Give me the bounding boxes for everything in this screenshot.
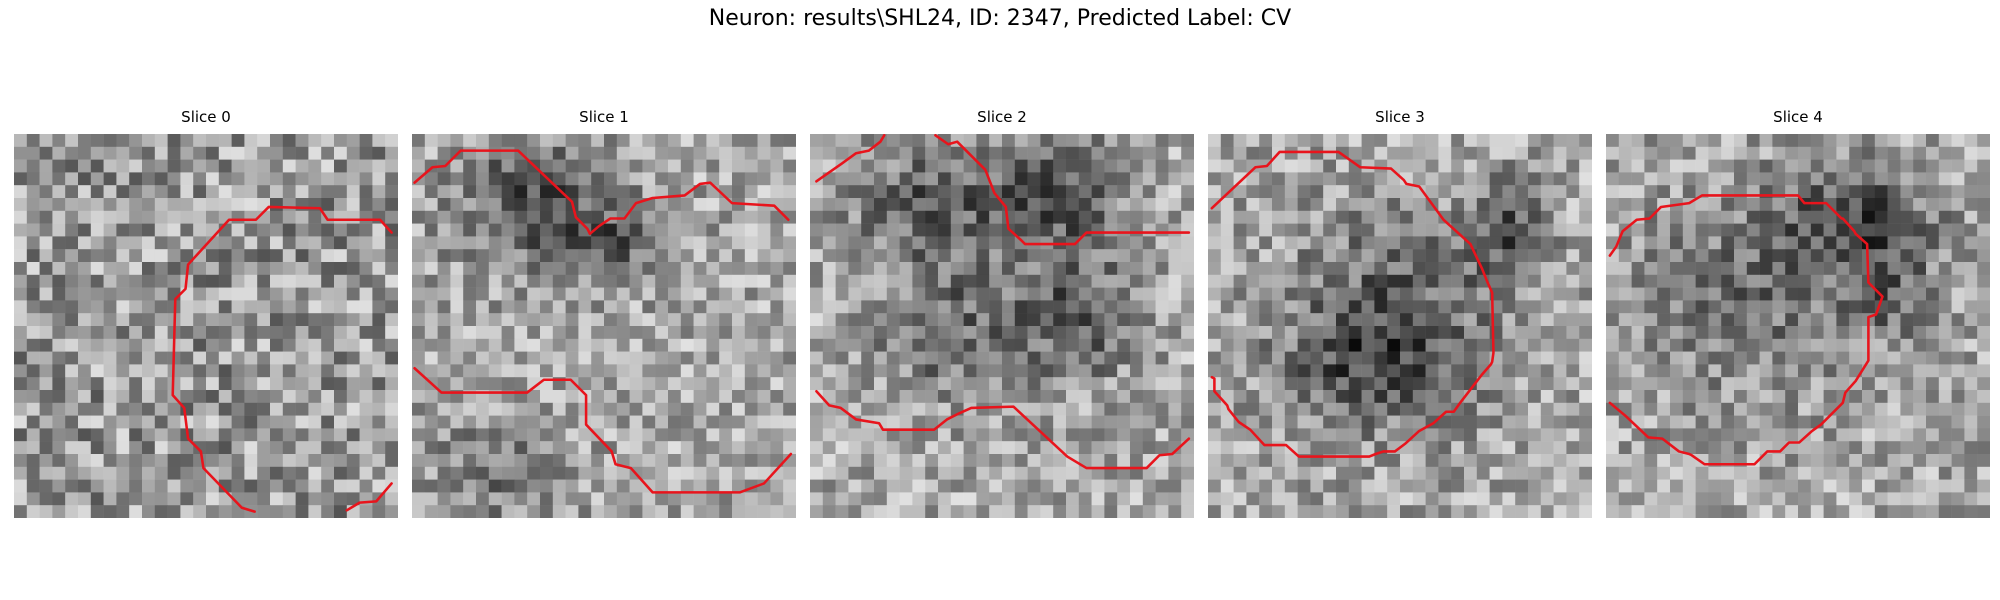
slice-image-0 [14, 134, 398, 518]
grayscale-pixels-0 [14, 134, 398, 518]
grayscale-pixels-4 [1606, 134, 1990, 518]
contour-line-0b [345, 482, 393, 512]
slice-title-2: Slice 2 [977, 108, 1027, 126]
slice-title-0: Slice 0 [181, 108, 231, 126]
contour-line-2b [934, 134, 1191, 246]
slice-image-3 [1208, 134, 1592, 518]
contour-line-3 [1210, 150, 1495, 458]
grayscale-pixels-2 [810, 134, 1194, 518]
grayscale-pixels-3 [1208, 134, 1592, 518]
slice-image-1 [412, 134, 796, 518]
contour-line-2c [815, 390, 1191, 470]
slice-title-4: Slice 4 [1773, 108, 1823, 126]
slice-title-3: Slice 3 [1375, 108, 1425, 126]
grayscale-pixels-1 [412, 134, 796, 518]
contour-line-4 [1608, 194, 1884, 466]
contour-line-2a [815, 134, 886, 183]
figure-title: Neuron: results\SHL24, ID: 2347, Predict… [708, 6, 1292, 31]
contour-line-0 [171, 205, 393, 513]
slice-image-4 [1606, 134, 1990, 518]
contour-line-1 [413, 149, 790, 236]
slice-title-1: Slice 1 [579, 108, 629, 126]
slice-image-2 [810, 134, 1194, 518]
contour-line-1b [413, 366, 793, 494]
